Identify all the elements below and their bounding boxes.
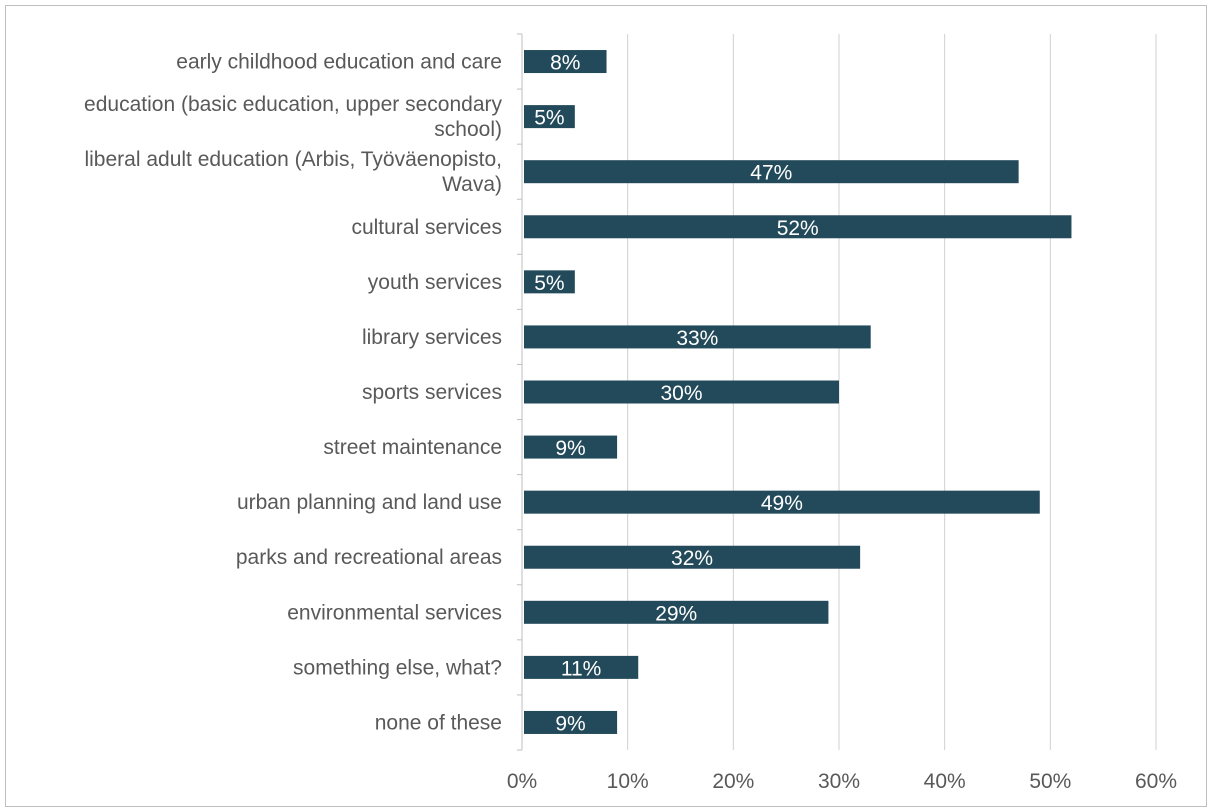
category-label: environmental services <box>287 601 502 624</box>
x-tick-label: 60% <box>1135 770 1177 793</box>
bar <box>524 655 639 679</box>
category-label: cultural services <box>351 216 502 239</box>
category-label: education (basic education, upper second… <box>84 93 502 141</box>
bar <box>524 380 839 404</box>
bar <box>524 710 618 734</box>
bar <box>524 490 1040 514</box>
x-tick-label: 20% <box>712 770 754 793</box>
data-label: 11% <box>561 657 601 680</box>
bar <box>524 325 871 349</box>
category-label: street maintenance <box>323 436 502 459</box>
bar <box>524 600 829 624</box>
x-tick-label: 40% <box>924 770 966 793</box>
bar <box>524 160 1019 184</box>
data-label: 32% <box>671 547 713 570</box>
category-label: sports services <box>362 381 502 404</box>
category-label: something else, what? <box>293 656 502 679</box>
category-label: early childhood education and care <box>176 51 502 74</box>
category-label: library services <box>362 326 502 349</box>
x-tick-label: 0% <box>507 770 537 793</box>
x-tick-label: 50% <box>1029 770 1071 793</box>
bar <box>524 270 575 294</box>
bar <box>524 545 861 569</box>
data-label: 33% <box>676 327 718 350</box>
data-label: 5% <box>534 107 564 130</box>
category-label: parks and recreational areas <box>236 546 502 569</box>
data-label: 52% <box>777 217 819 240</box>
x-tick-label: 30% <box>818 770 860 793</box>
category-label: liberal adult education (Arbis, Työväeno… <box>84 148 502 196</box>
data-label: 49% <box>761 492 803 515</box>
data-label: 30% <box>660 382 702 405</box>
bar <box>524 435 618 459</box>
data-label: 29% <box>655 602 697 625</box>
bar <box>524 50 607 74</box>
data-label: 9% <box>555 437 585 460</box>
data-label: 8% <box>550 52 580 75</box>
data-label: 47% <box>750 162 792 185</box>
bar <box>524 215 1072 239</box>
bar <box>524 105 575 129</box>
data-label: 5% <box>534 272 564 295</box>
category-label: urban planning and land use <box>237 491 502 514</box>
category-label: youth services <box>368 271 502 294</box>
category-label: none of these <box>375 711 502 734</box>
x-tick-label: 10% <box>607 770 649 793</box>
data-label: 9% <box>555 712 585 735</box>
